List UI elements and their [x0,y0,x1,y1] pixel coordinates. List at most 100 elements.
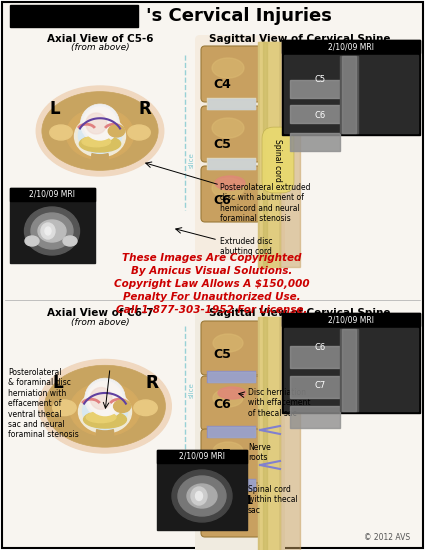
Bar [207,426,256,438]
Bar [284,55,418,133]
Ellipse shape [218,387,246,399]
Bar [290,105,340,123]
FancyBboxPatch shape [201,376,261,430]
Ellipse shape [50,125,72,140]
Text: Posterolateral
& foraminal disc
herniation with
effacement of
ventral thecal
sac: Posterolateral & foraminal disc herniati… [8,368,79,439]
Ellipse shape [191,487,207,505]
Text: L: L [53,374,64,392]
Ellipse shape [83,107,116,140]
Text: T1: T1 [237,493,255,507]
Text: C6: C6 [213,194,231,206]
Ellipse shape [196,492,202,500]
Text: Spinal cord: Spinal cord [274,139,283,182]
Text: (from above): (from above) [71,43,129,52]
Text: Call 1-877-303-1952 For License.: Call 1-877-303-1952 For License. [116,305,308,315]
FancyBboxPatch shape [201,483,261,537]
Ellipse shape [82,136,110,147]
Ellipse shape [38,220,66,242]
Bar [157,450,247,530]
Bar [260,42,278,267]
Text: R: R [139,100,151,118]
Text: Axial View of C6-7: Axial View of C6-7 [47,308,153,318]
Ellipse shape [125,122,153,143]
Text: Extruded disc
abutting cord: Extruded disc abutting cord [220,237,272,256]
Bar [208,372,255,382]
Bar [282,313,420,326]
FancyBboxPatch shape [201,166,261,222]
Ellipse shape [84,411,127,428]
Bar [263,317,267,550]
Ellipse shape [45,365,165,447]
Ellipse shape [25,207,79,255]
Ellipse shape [96,422,113,444]
Bar [282,313,420,413]
FancyBboxPatch shape [195,310,285,550]
Bar [342,329,356,411]
Ellipse shape [79,135,121,152]
Bar [290,346,340,368]
Ellipse shape [36,86,164,176]
Ellipse shape [92,146,108,167]
Bar [208,480,255,490]
Ellipse shape [88,381,122,416]
Ellipse shape [45,227,51,235]
Text: 2/10/09 MRI: 2/10/09 MRI [328,316,374,324]
Ellipse shape [108,125,125,137]
Ellipse shape [41,223,55,239]
Bar [280,317,300,550]
Bar [290,133,340,151]
Ellipse shape [80,104,119,143]
Text: C7: C7 [213,448,231,461]
Bar [280,42,300,267]
Text: C5: C5 [213,139,231,151]
Text: C6: C6 [213,399,231,411]
Ellipse shape [131,397,160,419]
Ellipse shape [90,388,112,409]
Ellipse shape [187,484,217,508]
FancyBboxPatch shape [201,46,261,102]
Ellipse shape [39,360,171,453]
Ellipse shape [213,389,243,407]
Text: Sagittal View of Cervical Spine: Sagittal View of Cervical Spine [209,308,391,318]
Bar [282,40,420,53]
Bar [284,328,418,411]
Ellipse shape [79,390,131,433]
Bar [290,376,340,398]
Bar [208,427,255,437]
Ellipse shape [25,236,39,246]
Text: These Images Are Copyrighted: These Images Are Copyrighted [122,253,302,263]
Ellipse shape [47,122,75,143]
Ellipse shape [213,334,243,352]
Text: (from above): (from above) [71,318,129,327]
Bar [342,56,356,133]
Text: C6: C6 [314,111,326,119]
FancyBboxPatch shape [201,106,261,162]
Text: C6: C6 [314,344,326,353]
Ellipse shape [86,113,107,134]
Bar [10,188,95,263]
Bar [260,317,278,550]
Text: 2/10/09 MRI: 2/10/09 MRI [179,452,225,460]
Bar [258,317,280,550]
Ellipse shape [215,176,245,190]
Bar [290,406,340,428]
Text: Axial View of C5-6: Axial View of C5-6 [47,34,153,44]
Text: L: L [50,100,60,118]
FancyBboxPatch shape [201,321,261,375]
Text: Copyright Law Allows A $150,000: Copyright Law Allows A $150,000 [114,279,310,289]
Text: 2/10/09 MRI: 2/10/09 MRI [29,190,75,199]
Ellipse shape [42,92,158,170]
Text: slice: slice [189,382,195,398]
Ellipse shape [74,116,125,157]
Ellipse shape [63,236,77,246]
Text: By Amicus Visual Solutions.: By Amicus Visual Solutions. [131,266,293,276]
Ellipse shape [70,383,140,436]
Ellipse shape [50,397,79,419]
Text: Nerve
roots: Nerve roots [248,443,271,463]
Text: Disc herniation
with effacement
of thecal sac: Disc herniation with effacement of theca… [248,388,311,418]
Ellipse shape [212,118,244,138]
Ellipse shape [172,470,232,522]
Ellipse shape [31,213,73,249]
Text: slice: slice [189,152,195,168]
Bar [207,98,256,110]
